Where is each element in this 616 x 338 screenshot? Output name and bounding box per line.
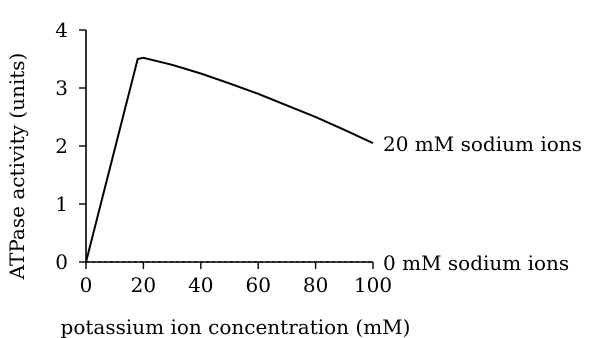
series-line-0 xyxy=(85,56,374,263)
y-axis-label: ATPase activity (units) xyxy=(5,53,29,281)
x-tick-label: 80 xyxy=(303,273,328,297)
series-label-0: 20 mM sodium ions xyxy=(383,132,582,156)
y-tick-label: 1 xyxy=(55,192,68,216)
x-tick-label: 20 xyxy=(131,273,156,297)
series-labels: 20 mM sodium ions 0 mM sodium ions xyxy=(383,132,582,275)
x-tick-label: 60 xyxy=(245,273,270,297)
y-axis-ticks: 0 1 2 3 4 xyxy=(55,18,86,274)
y-tick-label: 3 xyxy=(55,76,68,100)
y-tick-label: 2 xyxy=(55,134,68,158)
x-tick-label: 40 xyxy=(188,273,213,297)
y-tick-label: 4 xyxy=(55,18,68,42)
x-tick-label: 0 xyxy=(80,273,93,297)
x-tick-label: 100 xyxy=(354,273,392,297)
y-tick-label: 0 xyxy=(55,250,68,274)
series-label-1: 0 mM sodium ions xyxy=(383,251,569,275)
x-axis-label: potassium ion concentration (mM) xyxy=(61,315,411,338)
x-axis-ticks: 0 20 40 60 80 100 xyxy=(80,262,392,297)
series-group xyxy=(85,56,374,263)
